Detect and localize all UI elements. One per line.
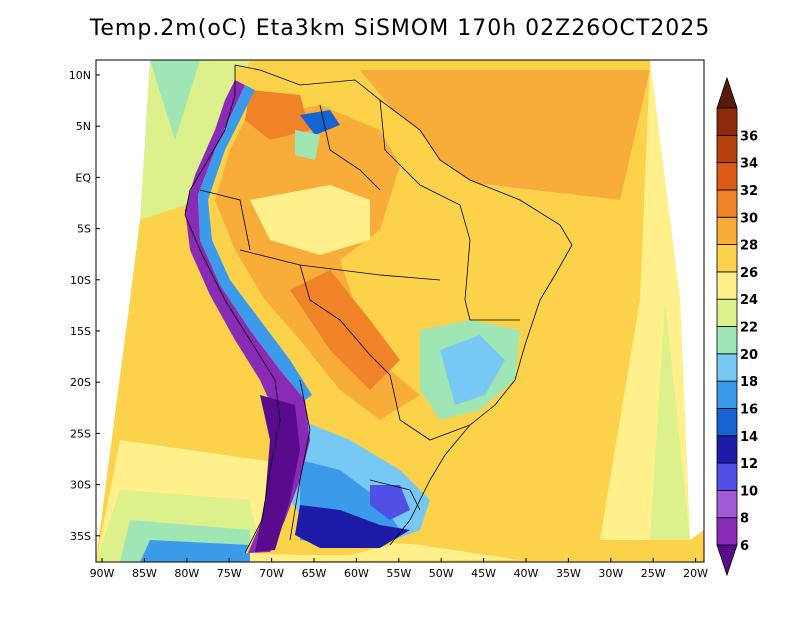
southeast-cooler [440,335,505,405]
uruguay-cool [370,485,410,520]
colorbar-box [716,107,738,136]
lon-label: 40W [514,567,539,580]
colorbar-label: 6 [740,539,749,554]
lat-label: 30S [70,479,91,492]
lat-label: 10S [70,274,91,287]
colorbar-label: 32 [740,184,758,199]
border-venezuela [319,104,381,191]
colorbar-label: 16 [740,402,758,417]
colorbar-max-triangle [716,76,738,109]
lon-label: 50W [429,567,454,580]
borders [184,64,573,554]
lon-label: 90W [90,567,115,580]
latitude-labels: 10N 5N EQ 5S 10S 15S 20S 25S 30S 35S [69,69,92,543]
domain-edge-right [650,60,704,540]
pampas-cold [295,505,410,548]
west-coastline [184,65,281,554]
ocean-east-band-2 [650,300,690,540]
lon-label: 45W [471,567,496,580]
map-field [96,60,704,562]
colorbar-box [716,189,738,218]
border-brazil-states [379,99,520,321]
continent-hot-north [245,90,310,140]
lon-label: 80W [174,567,199,580]
colorbar-box [716,489,738,519]
east-coastline [234,64,573,546]
lon-label: 65W [302,567,327,580]
colorbar-label: 36 [740,129,758,144]
colorbar-label: 22 [740,321,758,336]
lat-label: 15S [70,325,91,338]
colorbar-label: 34 [740,157,758,172]
colorbar-min-triangle [716,544,738,577]
lat-label: 25S [70,427,91,440]
colorbar-label: 26 [740,266,758,281]
colorbar-box [716,244,738,273]
lat-label: 20S [70,376,91,389]
colorbar-box [716,271,738,300]
lat-label: 5S [77,223,91,236]
colorbar-box [716,462,738,491]
colorbar-box [716,353,738,382]
lat-label: 10N [69,69,91,82]
colorbar-box [716,408,738,437]
lon-label: 85W [132,567,157,580]
continent-hotter-core [290,270,400,390]
colorbar-box [716,162,738,191]
colorbar-box [716,435,738,464]
colorbar-box [716,134,738,164]
lon-label: 55W [386,567,411,580]
border-ecuador [199,189,251,251]
lat-label: 5N [76,120,91,133]
lon-label: 70W [259,567,284,580]
guiana-cool [295,130,320,160]
border-uruguay [369,479,421,511]
colorbar-label: 18 [740,375,758,390]
colorbar-label: 14 [740,430,758,445]
lon-label: 25W [641,567,666,580]
colorbar-label: 20 [740,348,758,363]
lon-label: 20W [683,567,708,580]
lon-label: 30W [598,567,623,580]
lon-label: 75W [217,567,242,580]
colorbar-label: 24 [740,293,758,308]
lon-label: 35W [556,567,581,580]
andes-coldest [255,395,300,552]
colorbar-box [716,517,738,546]
lat-label: 35S [70,530,91,543]
pacific-north-band-2 [150,60,200,140]
border-bolivia [299,264,391,376]
longitude-labels: 90W 85W 80W 75W 70W 65W 60W 55W 50W 45W 40W 35W 30W 2… [90,567,709,580]
colorbar-box [716,380,738,409]
ocean-south-band-4 [140,540,250,562]
colorbar-box [716,298,738,327]
border-peru-brazil [239,249,441,281]
border-paraguay [389,374,471,441]
atlantic-warm-patch [360,70,650,200]
colorbar-label: 28 [740,239,758,254]
colorbar-label: 8 [740,512,749,527]
map-title: Temp.2m(oC) Eta3km SiSMOM 170h 02Z26OCT2… [89,16,711,41]
colorbar-label: 12 [740,457,758,472]
colorbar-label: 10 [740,484,758,499]
lat-label: EQ [75,171,91,184]
axis-ticks [96,74,697,562]
colorbar-label: 30 [740,211,758,226]
colorbar-box [716,326,738,355]
colombia-cool [300,110,340,135]
lon-label: 60W [344,567,369,580]
colorbar: 6 8 10 12 14 16 18 20 22 24 26 28 30 32 34 36 [716,76,758,577]
border-chile-argentina [289,379,311,541]
map-frame [95,59,705,563]
continent-mild-region [250,185,370,255]
colorbar-box [716,216,738,245]
